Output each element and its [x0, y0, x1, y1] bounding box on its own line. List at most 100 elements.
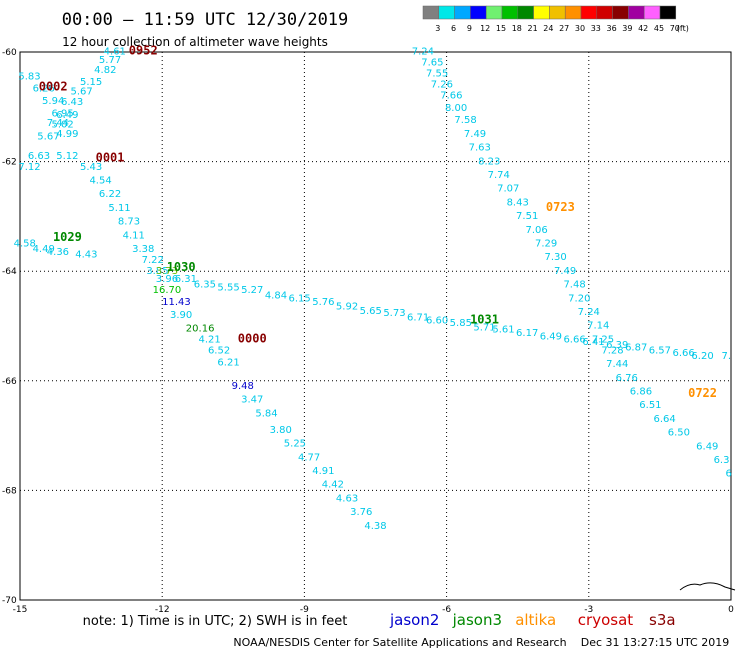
wave-height-label: 9.48 [232, 381, 254, 392]
wave-height-label: 6.49 [56, 110, 78, 121]
wave-height-label: 6.22 [99, 189, 121, 200]
colorbar-swatch [422, 5, 440, 20]
colorbar-swatch [517, 5, 534, 20]
wave-height-label: 8.73 [118, 217, 140, 228]
wave-height-label: 6.63 [28, 151, 50, 162]
grid-lines [20, 52, 731, 600]
wave-height-label: 6.43 [61, 97, 83, 108]
wave-height-label: 5.83 [18, 71, 40, 82]
colorbar-swatch [628, 5, 645, 20]
wave-height-label: 5.15 [80, 77, 102, 88]
wave-height-label: 20.16 [186, 323, 215, 334]
wave-height-label: 5.27 [241, 285, 263, 296]
colorbar-tick-label: 21 [528, 24, 538, 33]
wave-height-label: 5.92 [336, 302, 358, 313]
wave-height-label: 7.58 [454, 115, 476, 126]
wave-height-label: 5.65 [360, 306, 382, 317]
y-tick-label: -70 [2, 596, 17, 606]
wave-height-label: 6.39 [606, 340, 628, 351]
wave-height-label: 6.50 [668, 428, 690, 439]
wave-height-label: 7.20 [568, 293, 590, 304]
wave-height-label: 4.61 [104, 47, 126, 58]
wave-height-label: 7.30 [544, 252, 566, 263]
colorbar-tick-label: 24 [543, 24, 553, 33]
time-label: 0001 [96, 151, 125, 165]
wave-height-label: 4.38 [364, 521, 386, 532]
wave-height-label: 6.35 [194, 280, 216, 291]
x-tick-label: -6 [442, 605, 451, 615]
wave-height-label: 5.77 [99, 55, 121, 66]
wave-height-label: 4.42 [322, 480, 344, 491]
colorbar-swatch [643, 5, 661, 20]
wave-height-label: 5.73 [383, 308, 405, 319]
colorbar-tick-label: 3 [435, 24, 440, 33]
wave-height-label: 5.67 [37, 132, 59, 143]
y-tick-label: -60 [2, 48, 17, 58]
time-label: 1029 [53, 230, 82, 244]
x-tick-label: -15 [13, 605, 28, 615]
wave-height-label: 7.65 [421, 58, 443, 69]
wave-height-label: 4.43 [75, 250, 97, 261]
wave-height-label: 6.66 [672, 348, 694, 359]
wave-height-label: 6.86 [630, 387, 652, 398]
colorbar-swatch [533, 5, 550, 20]
legend-altika: altika [515, 611, 556, 629]
colorbar: 3 6 9 12 15 18 21 24 27 30 33 36 39 42 45 70(ft) [422, 5, 689, 33]
wave-height-label: 7.24 [412, 47, 434, 58]
wave-height-label: 7. [721, 351, 731, 362]
wave-height-label: 3.76 [350, 507, 372, 518]
x-tick-label: -9 [300, 605, 309, 615]
time-labels: 0952 0002 0001 1029 1030 0000 1031 0723 0722 [39, 44, 717, 400]
legend-jason3: jason3 [452, 611, 502, 629]
colorbar-tick-label: 18 [512, 24, 522, 33]
wave-height-label: 4.84 [265, 291, 287, 302]
colorbar-tick-label: 70 [670, 24, 680, 33]
wave-height-label: 6.95 [52, 109, 74, 120]
wave-height-label: 7.49 [554, 266, 576, 277]
wave-height-label: 4.36 [47, 247, 69, 258]
wave-height-marks: 4.615.774.82 5.83 5.15 6.26 5.67 5.946.436.95… [14, 47, 732, 532]
wave-height-label: 5.55 [217, 282, 239, 293]
colorbar-tick-label: 27 [559, 24, 569, 33]
wave-height-label: 3.47 [241, 395, 263, 406]
wave-height-label: 6.52 [208, 345, 230, 356]
wave-height-label: 6.15 [289, 293, 311, 304]
wave-height-label: 7.44 [606, 359, 628, 370]
wave-height-label: 6.49 [540, 332, 562, 343]
wave-height-label: 7.63 [469, 143, 491, 154]
wave-height-label: 7.22 [142, 255, 164, 266]
time-label: 0722 [688, 386, 717, 400]
wave-height-label: 5.61 [492, 325, 514, 336]
wave-height-label: 7.44 [47, 118, 69, 129]
wave-height-label: 5.02 [52, 120, 74, 131]
x-tick-label: -12 [155, 605, 170, 615]
colorbar-unit: (ft) [677, 24, 689, 33]
wave-height-label: 6.21 [217, 357, 239, 368]
colorbar-tick-label: 39 [622, 24, 632, 33]
wave-height-label: 5.84 [255, 408, 277, 419]
chart-title: 00:00 – 11:59 UTC 12/30/2019 [62, 10, 349, 30]
y-tick-label: -68 [2, 486, 17, 496]
time-label: 0000 [238, 331, 267, 345]
wave-height-label: 7.25 [592, 334, 614, 345]
colorbar-swatch [612, 5, 629, 20]
coastline-outline [679, 582, 736, 591]
wave-height-label: 7.07 [497, 184, 519, 195]
colorbar-swatch [564, 5, 582, 20]
time-label: 0952 [129, 44, 158, 58]
y-tick-label: -62 [2, 158, 17, 168]
wave-height-label: 6.51 [639, 400, 661, 411]
colorbar-swatch [596, 5, 613, 20]
wave-height-label: 7.49 [464, 129, 486, 140]
colorbar-swatch [470, 5, 487, 20]
wave-height-label: 5.11 [108, 203, 130, 214]
wave-height-label: 5.67 [70, 87, 92, 98]
wave-height-label: 16.70 [153, 285, 182, 296]
timestamp: Dec 31 13:27:15 UTC 2019 [581, 636, 729, 649]
time-label: 1031 [470, 312, 499, 326]
wave-height-label: 5.43 [80, 162, 102, 173]
wave-height-label: 5.12 [56, 151, 78, 162]
colorbar-tick-label: 6 [451, 24, 456, 33]
wave-height-label: 6.41 [582, 337, 604, 348]
